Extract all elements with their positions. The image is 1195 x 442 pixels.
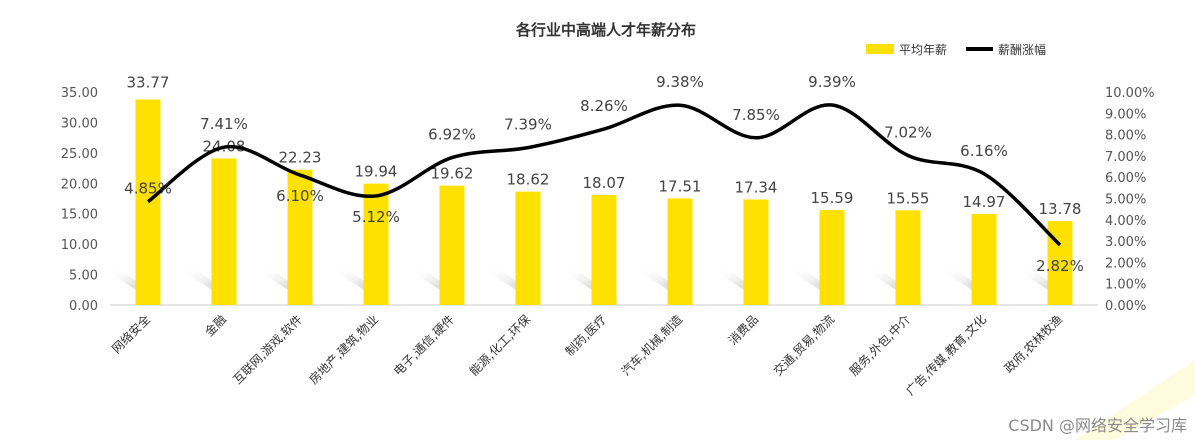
category-label: 制药,医疗 xyxy=(563,312,610,359)
legend-label-line: 薪酬涨幅 xyxy=(998,42,1046,57)
left-axis-tick: 35.00 xyxy=(61,86,98,101)
line-data-label: 8.26% xyxy=(580,97,628,115)
left-axis-tick: 20.00 xyxy=(61,177,98,192)
bar-data-label: 18.07 xyxy=(583,174,626,192)
bar-data-label: 15.59 xyxy=(811,189,854,207)
category-label: 服务,外包,中介 xyxy=(846,312,913,379)
line-data-label: 9.39% xyxy=(808,73,856,91)
bar-series xyxy=(135,99,1073,305)
bar xyxy=(439,185,465,305)
bar-data-label: 17.34 xyxy=(735,178,778,196)
bar xyxy=(667,198,693,305)
bar-data-label: 19.62 xyxy=(431,165,474,183)
line-data-label: 7.39% xyxy=(504,116,552,134)
category-label: 消费品 xyxy=(726,312,761,347)
right-axis-tick: 4.00% xyxy=(1105,214,1146,229)
right-axis: 0.00% 1.00% 2.00% 3.00% 4.00% 5.00% 6.00% 7.00%… xyxy=(1105,86,1155,314)
line-data-label: 5.12% xyxy=(352,208,400,226)
right-axis-tick: 5.00% xyxy=(1105,193,1146,208)
left-axis-tick: 0.00 xyxy=(69,299,98,314)
left-axis-tick: 5.00 xyxy=(69,269,98,284)
bar-data-label: 14.97 xyxy=(963,193,1006,211)
bar xyxy=(287,169,313,305)
line-data-label: 7.41% xyxy=(200,115,248,133)
category-label: 交通,贸易,物流 xyxy=(770,312,837,379)
watermark: CSDN @网络安全学习库 xyxy=(1008,416,1187,435)
bar xyxy=(363,183,389,305)
category-labels: 网络安全 金融 互联网,游戏,软件 房地产,建筑,物业 电子,通信,硬件 能源,化工,环保… xyxy=(109,312,1066,399)
bar-data-label: 15.55 xyxy=(887,189,930,207)
line-data-labels: 4.85% 7.41% 6.10% 5.12% 6.92% 7.39% 8.26% 9.38%… xyxy=(124,73,1084,275)
category-label: 电子,通信,硬件 xyxy=(391,312,457,378)
right-axis-tick: 9.00% xyxy=(1105,107,1146,122)
right-axis-tick: 6.00% xyxy=(1105,171,1146,186)
bar xyxy=(895,210,921,305)
right-axis-tick: 8.00% xyxy=(1105,129,1146,144)
corner-highlight xyxy=(1075,360,1195,440)
left-axis: 0.00 5.00 10.00 15.00 20.00 25.00 30.00 35.00 xyxy=(61,86,98,314)
line-data-label: 7.02% xyxy=(884,123,932,141)
category-label: 互联网,游戏,软件 xyxy=(230,312,305,387)
left-axis-tick: 30.00 xyxy=(61,116,98,131)
bar-data-label: 33.77 xyxy=(127,73,170,91)
line-data-label: 6.16% xyxy=(960,142,1008,160)
right-axis-tick: 2.00% xyxy=(1105,256,1146,271)
line-data-label: 6.92% xyxy=(428,126,476,144)
right-axis-tick: 3.00% xyxy=(1105,235,1146,250)
category-label: 房地产,建筑,物业 xyxy=(306,312,381,387)
legend-swatch-bar xyxy=(866,44,894,54)
left-axis-tick: 10.00 xyxy=(61,238,98,253)
right-axis-tick: 1.00% xyxy=(1105,278,1146,293)
bar xyxy=(819,210,845,305)
category-label: 金融 xyxy=(202,312,230,340)
bar xyxy=(211,158,237,305)
bar xyxy=(515,191,541,305)
bar xyxy=(591,195,617,305)
bar xyxy=(743,199,769,305)
left-axis-tick: 15.00 xyxy=(61,208,98,223)
left-axis-tick: 25.00 xyxy=(61,147,98,162)
line-data-label: 6.10% xyxy=(276,187,324,205)
right-axis-tick: 0.00% xyxy=(1105,299,1146,314)
category-label: 广告,传媒,教育,文化 xyxy=(903,312,990,399)
line-data-label: 7.85% xyxy=(732,106,780,124)
category-label: 能源,化工,环保 xyxy=(467,312,533,378)
category-label: 网络安全 xyxy=(109,312,154,357)
line-data-label: 4.85% xyxy=(124,180,172,198)
legend-label-bar: 平均年薪 xyxy=(899,43,947,57)
bar xyxy=(135,99,161,305)
bar xyxy=(971,213,997,305)
bar-data-label: 22.23 xyxy=(279,149,322,167)
chart-title: 各行业中高端人才年薪分布 xyxy=(515,21,696,39)
right-axis-tick: 10.00% xyxy=(1105,86,1155,101)
line-series xyxy=(146,103,1062,247)
right-axis-tick: 7.00% xyxy=(1105,150,1146,165)
line-data-label: 9.38% xyxy=(656,73,704,91)
category-label: 政府,农林牧渔 xyxy=(1001,312,1065,376)
bar-data-label: 13.78 xyxy=(1039,200,1082,218)
bar-data-label: 18.62 xyxy=(507,171,550,189)
bar-data-label: 19.94 xyxy=(355,163,398,181)
line-data-label: 2.82% xyxy=(1036,257,1084,275)
bar-data-label: 17.51 xyxy=(659,177,702,195)
legend: 平均年薪 薪酬涨幅 xyxy=(866,42,1046,57)
category-label: 汽车,机械,制造 xyxy=(618,312,685,379)
